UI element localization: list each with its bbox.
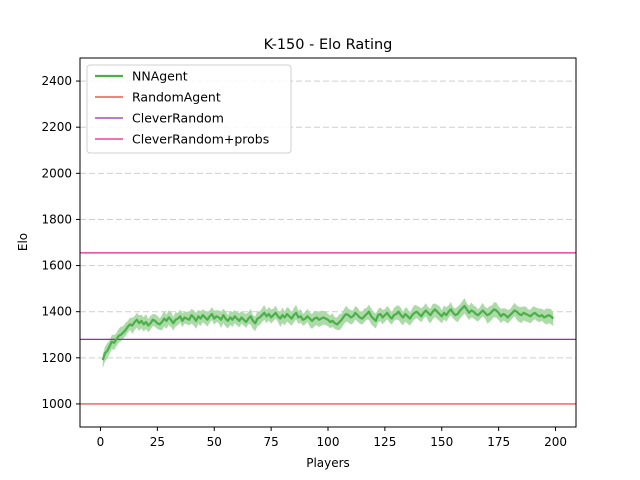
y-tick-label-7: 2400 (41, 74, 72, 88)
y-tick-label-0: 1000 (41, 397, 72, 411)
x-tick-label-3: 75 (263, 435, 278, 449)
legend: NNAgent RandomAgent CleverRandom CleverRand… (86, 64, 292, 154)
x-axis-ticks: 0 25 50 75 100 125 150 175 200 (97, 427, 567, 449)
y-tick-label-6: 2200 (41, 120, 72, 134)
x-tick-label-4: 100 (317, 435, 340, 449)
legend-label-nnagent: NNAgent (132, 69, 188, 84)
y-tick-label-4: 1800 (41, 212, 72, 226)
y-tick-label-2: 1400 (41, 305, 72, 319)
x-tick-label-8: 200 (544, 435, 567, 449)
legend-label-randomagent: RandomAgent (132, 90, 221, 105)
series-line-layer (101, 304, 555, 361)
x-tick-label-7: 175 (487, 435, 510, 449)
nnagent-line (101, 304, 555, 361)
legend-label-cleverrandom-probs: CleverRandom+probs (132, 132, 269, 147)
y-axis-ticks: 1000 1200 1400 1600 1800 2000 2200 2400 (41, 74, 80, 411)
y-tick-label-5: 2000 (41, 166, 72, 180)
legend-box (86, 64, 292, 154)
y-tick-label-3: 1600 (41, 259, 72, 273)
baseline-lines (80, 252, 576, 405)
x-tick-label-1: 25 (150, 435, 165, 449)
y-tick-label-1: 1200 (41, 351, 72, 365)
x-tick-label-5: 125 (373, 435, 396, 449)
y-axis-label: Elo (16, 233, 30, 251)
x-tick-label-2: 50 (207, 435, 222, 449)
x-tick-label-0: 0 (97, 435, 105, 449)
x-axis-label: Players (306, 456, 350, 470)
legend-label-cleverrandom: CleverRandom (132, 111, 224, 126)
x-tick-label-6: 150 (430, 435, 453, 449)
chart-title: K-150 - Elo Rating (264, 37, 393, 53)
